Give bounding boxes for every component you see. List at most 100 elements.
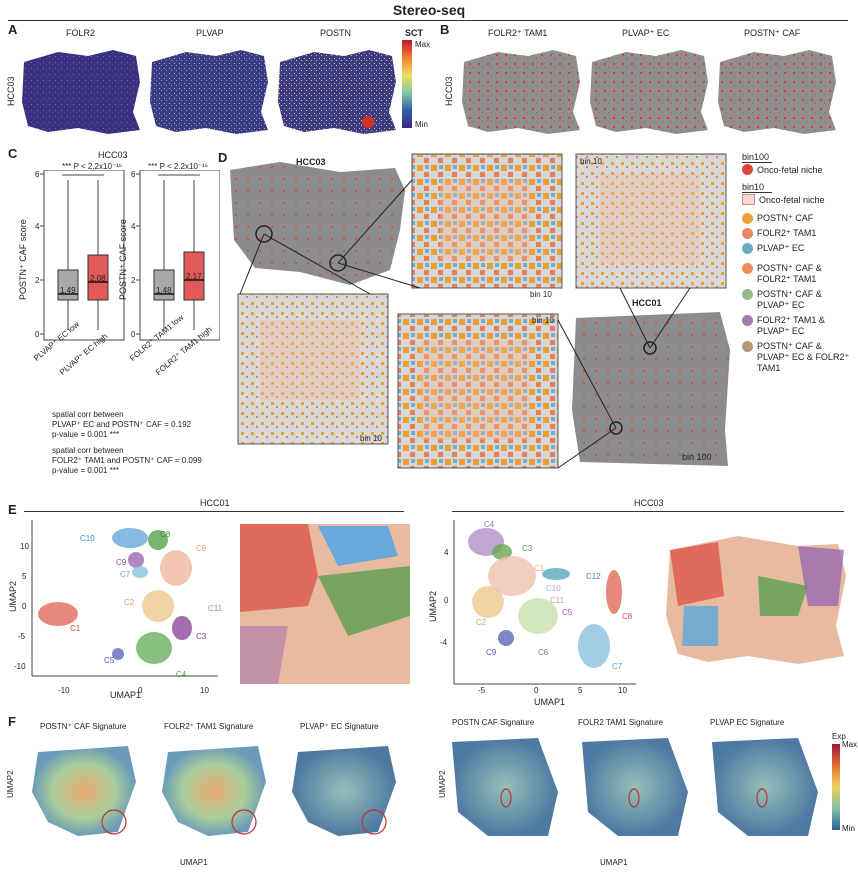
panel-b-tissue-maps	[462, 50, 836, 134]
legend-niche100: Onco-fetal niche	[742, 163, 854, 176]
c-ytick-6-r: 6	[131, 170, 136, 179]
c-ytick-2-r: 2	[131, 276, 136, 285]
f-title-right-tam1: FOLR2 TAM1 Signature	[578, 718, 664, 727]
sample-label-b: HCC03	[444, 76, 454, 106]
figure-title: Stereo-seq	[392, 2, 466, 18]
cell-label-tam1: FOLR2⁺ TAM1	[488, 28, 548, 38]
panel-f-umaps	[32, 738, 818, 836]
e-left-cluster-c4: C4	[176, 670, 187, 679]
d-bin100-hcc01: bin 100	[682, 452, 712, 462]
f-umap-left-2	[162, 746, 266, 836]
c-ytick-2-l: 2	[35, 276, 40, 285]
e-left-cluster-c5: C5	[104, 656, 115, 665]
f-title-right-ec: PLVAP EC Signature	[710, 718, 785, 727]
c-ytick-0-l: 0	[35, 330, 40, 339]
e-sample-hcc01: HCC01	[200, 498, 230, 508]
panel-b-label: B	[440, 22, 450, 37]
e-left-ytick-3: -5	[18, 632, 26, 641]
e-sample-hcc03: HCC03	[634, 498, 664, 508]
e-right-cluster-c7: C7	[612, 662, 623, 671]
e-left-cluster-c9: C9	[116, 558, 127, 567]
e-left-cluster-c8: C8	[160, 530, 171, 539]
panel-a-label: A	[8, 22, 18, 37]
corr2-line2: FOLR2⁺ TAM1 and POSTN⁺ CAF = 0.099	[52, 456, 202, 465]
stats-left: *** P < 2.2x10⁻¹⁶	[62, 162, 123, 171]
legend-bin10-header: bin10	[742, 182, 765, 192]
median-r1: 1.48	[156, 286, 172, 295]
e-left-xtick-0: -10	[58, 686, 70, 695]
c-ytick-4-l: 4	[35, 222, 40, 231]
tissue-b-caf	[718, 50, 836, 134]
stats-right: *** P < 2.2x10⁻¹⁶	[148, 162, 209, 171]
legend-item-5: FOLR2⁺ TAM1 & PLVAP⁺ EC	[742, 315, 854, 337]
d-tissue-hcc01	[572, 312, 730, 466]
f-title-left-ec: PLVAP⁺ EC Signature	[300, 722, 379, 731]
tissue-folr2	[22, 50, 140, 134]
e-right-cluster-c3: C3	[522, 544, 533, 553]
e-left-cluster-c3: C3	[196, 632, 207, 641]
e-rule-right	[452, 511, 844, 512]
f-ylabel-right: UMAP2	[438, 770, 447, 798]
e-right-xtick-0: -5	[478, 686, 486, 695]
e-right-ytick-1: 0	[444, 596, 449, 605]
e-left-ytick-4: -10	[14, 662, 26, 671]
e-right-cluster-c5: C5	[562, 608, 573, 617]
e-right-cluster-c4: C4	[484, 520, 495, 529]
legend-item-2: PLVAP⁺ EC	[742, 242, 854, 255]
legend-item-1: FOLR2⁺ TAM1	[742, 227, 854, 240]
d-bin10-d: bin 10	[532, 316, 554, 325]
median-r2: 2.17	[186, 272, 202, 281]
e-ylabel-right: UMAP2	[428, 590, 438, 622]
e-left-cluster-c6: C6	[196, 544, 207, 553]
panel-c-sample: HCC03	[98, 150, 128, 160]
panel-c-label: C	[8, 146, 18, 161]
colorbar-a-min: Min	[415, 120, 428, 129]
f-xlabel-left: UMAP1	[180, 858, 208, 867]
d-tissue-hcc03	[230, 162, 405, 285]
d-bin10-a: bin 10	[530, 290, 552, 299]
c-ylabel-left: POSTN⁺ CAF score	[18, 219, 28, 300]
panel-d-legend: bin100 Onco-fetal niche bin10 Onco-fetal…	[742, 152, 854, 373]
colorbar-a-max: Max	[415, 40, 431, 49]
f-umap-right-2	[582, 738, 688, 836]
tissue-plvap	[150, 50, 268, 134]
colorbar-f-title: Exp	[832, 732, 846, 741]
e-right-cluster-c9: C9	[486, 648, 497, 657]
e-right-ytick-0: 4	[444, 548, 449, 557]
d-sample-hcc01: HCC01	[632, 298, 662, 308]
e-right-cluster-c8: C8	[622, 612, 633, 621]
legend-bin100-header: bin100	[742, 152, 770, 162]
e-right-xtick-3: 10	[618, 686, 627, 695]
e-left-ytick-0: 10	[20, 542, 29, 551]
f-umap-right-3	[712, 738, 818, 836]
e-left-cluster-c7: C7	[120, 570, 131, 579]
e-xlabel-right: UMAP1	[534, 697, 566, 707]
f-ylabel-left: UMAP2	[6, 770, 15, 798]
median-l2: 2.08	[90, 274, 106, 283]
colorbar-f-max: Max	[842, 740, 858, 749]
sample-label-a: HCC03	[6, 76, 16, 106]
panel-c-boxplots	[40, 170, 220, 341]
cell-label-caf: POSTN⁺ CAF	[744, 28, 801, 38]
legend-item-4: POSTN⁺ CAF & PLVAP⁺ EC	[742, 289, 854, 311]
d-zoom-bottom-2	[397, 313, 559, 469]
e-right-ytick-2: -4	[440, 638, 448, 647]
title-rule	[8, 20, 848, 21]
median-l1: 1.49	[60, 286, 76, 295]
legend-item-0: POSTN⁺ CAF	[742, 212, 854, 225]
panel-d-maps	[230, 153, 730, 469]
e-left-xtick-1: 0	[138, 686, 143, 695]
corr2-pvalue: p-value = 0.001 ***	[52, 466, 119, 475]
e-right-cluster-c6: C6	[538, 648, 549, 657]
e-right-xtick-2: 5	[578, 686, 583, 695]
e-right-cluster-c11: C11	[550, 596, 565, 605]
tissue-postn	[278, 50, 396, 134]
e-left-cluster-c11: C11	[208, 604, 223, 613]
corr1-pvalue: p-value = 0.001 ***	[52, 430, 119, 439]
f-umap-left-1	[32, 746, 136, 836]
e-left-cluster-c1: C1	[70, 624, 81, 633]
e-ylabel-left: UMAP2	[8, 580, 18, 612]
colorbar-f-min: Min	[842, 824, 855, 833]
e-right-cluster-c12: C12	[586, 572, 601, 581]
d-sample-hcc03: HCC03	[296, 157, 326, 167]
